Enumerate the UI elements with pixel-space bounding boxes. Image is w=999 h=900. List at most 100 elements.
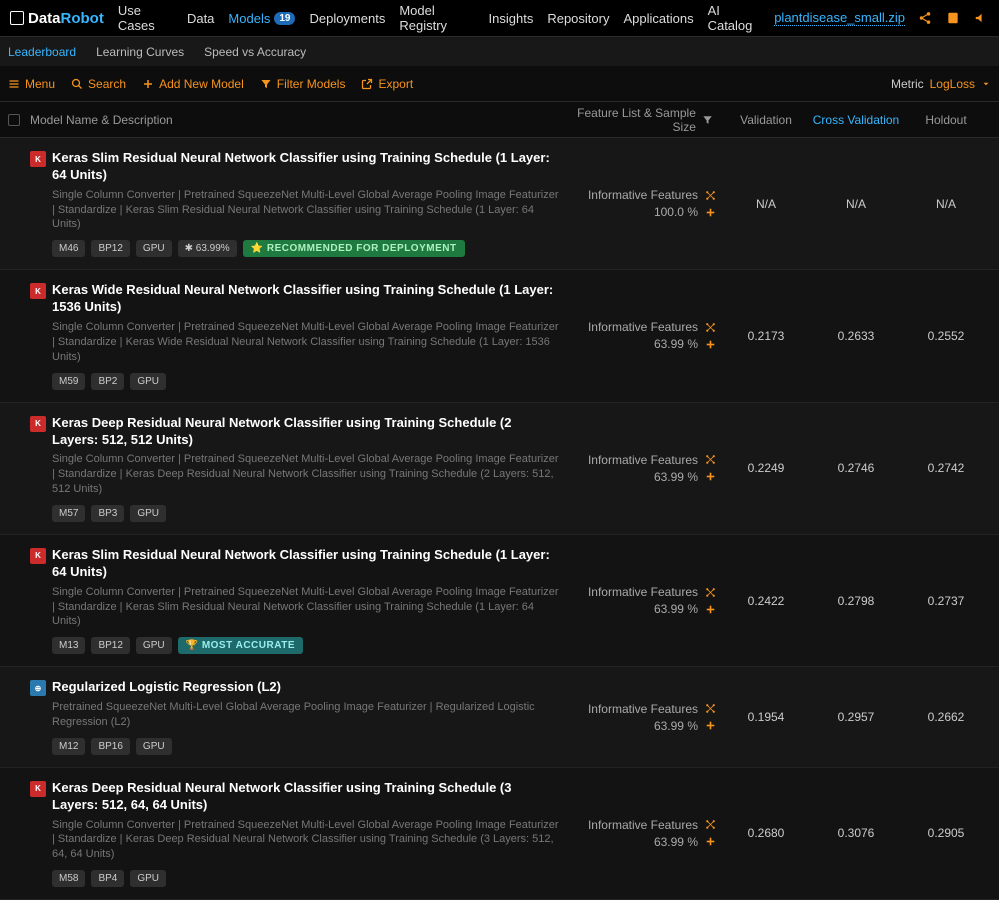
- nav-label: Models: [228, 11, 270, 26]
- nav-data[interactable]: Data: [187, 11, 214, 26]
- brand-part1: Data: [28, 10, 61, 27]
- feature-list-icon[interactable]: [704, 321, 717, 334]
- model-description: Single Column Converter | Pretrained Squ…: [52, 320, 561, 365]
- sample-size-pct: 63.99 %: [654, 337, 698, 351]
- nav-insights[interactable]: Insights: [489, 11, 534, 26]
- nav-label: Applications: [623, 11, 693, 26]
- metric-hold: 0.2742: [901, 415, 991, 522]
- model-tags: M13BP12GPU🏆 MOST ACCURATE: [52, 637, 561, 654]
- tab-learning-curves[interactable]: Learning Curves: [96, 45, 184, 59]
- feature-list-icon[interactable]: [704, 702, 717, 715]
- filter-models-button[interactable]: Filter Models: [260, 77, 346, 91]
- model-row[interactable]: ⊕Regularized Logistic Regression (L2)Pre…: [0, 667, 999, 768]
- col-validation-header[interactable]: Validation: [721, 113, 811, 127]
- tag: M57: [52, 505, 85, 522]
- feature-list-name: Informative Features: [588, 188, 698, 202]
- feature-list-icon[interactable]: [704, 586, 717, 599]
- share-icon[interactable]: [917, 10, 933, 26]
- search-button[interactable]: Search: [71, 77, 126, 91]
- menu-button[interactable]: Menu: [8, 77, 55, 91]
- feature-list-icon[interactable]: [704, 189, 717, 202]
- feature-list-name: Informative Features: [588, 585, 698, 599]
- feature-list-cell: Informative Features63.99 %: [561, 780, 721, 887]
- add-sample-icon[interactable]: [704, 338, 717, 351]
- nav-label: AI Catalog: [708, 3, 761, 33]
- add-sample-icon[interactable]: [704, 835, 717, 848]
- metric-val: 0.2249: [721, 415, 811, 522]
- nav-label: Model Registry: [399, 3, 474, 33]
- col-holdout-header[interactable]: Holdout: [901, 113, 991, 127]
- filter-label: Filter Models: [277, 77, 346, 91]
- metric-cv: 0.2633: [811, 282, 901, 389]
- add-sample-icon[interactable]: [704, 206, 717, 219]
- tab-speed-vs-accuracy[interactable]: Speed vs Accuracy: [204, 45, 306, 59]
- nav-label: Deployments: [309, 11, 385, 26]
- add-sample-icon[interactable]: [704, 603, 717, 616]
- nav-models[interactable]: Models 19: [228, 11, 295, 26]
- sample-size-pct: 63.99 %: [654, 835, 698, 849]
- add-model-button[interactable]: Add New Model: [142, 77, 244, 91]
- feature-list-cell: Informative Features100.0 %: [561, 150, 721, 257]
- model-type-icon: K: [30, 548, 46, 564]
- model-description: Single Column Converter | Pretrained Squ…: [52, 585, 561, 630]
- model-description: Single Column Converter | Pretrained Squ…: [52, 188, 561, 233]
- export-button[interactable]: Export: [361, 77, 413, 91]
- nav-right: plantdisease_small.zip: [774, 10, 989, 26]
- select-all-checkbox[interactable]: [8, 114, 20, 126]
- tag: GPU: [136, 637, 172, 654]
- tag: M46: [52, 240, 85, 257]
- col-name-header[interactable]: Model Name & Description: [30, 113, 561, 127]
- brand-logo[interactable]: DataRobot: [10, 10, 104, 27]
- notebook-icon[interactable]: [945, 10, 961, 26]
- tab-leaderboard[interactable]: Leaderboard: [8, 45, 76, 59]
- metric-picker[interactable]: Metric LogLoss: [891, 77, 991, 91]
- model-list: K Keras Slim Residual Neural Network Clas…: [0, 138, 999, 900]
- project-name[interactable]: plantdisease_small.zip: [774, 10, 905, 26]
- add-sample-icon[interactable]: [704, 470, 717, 483]
- add-sample-icon[interactable]: [704, 719, 717, 732]
- model-row[interactable]: KKeras Deep Residual Neural Network Clas…: [0, 403, 999, 535]
- model-tags: M59BP2GPU: [52, 373, 561, 390]
- brand-part2: Robot: [61, 10, 104, 27]
- nav-label: Use Cases: [118, 3, 173, 33]
- metric-hold: 0.2552: [901, 282, 991, 389]
- tag: BP12: [91, 240, 129, 257]
- sample-size-pct: 63.99 %: [654, 470, 698, 484]
- nav-use-cases[interactable]: Use Cases: [118, 3, 173, 33]
- metric-hold: N/A: [901, 150, 991, 257]
- toolbar: Menu Search Add New Model Filter Models …: [0, 66, 999, 102]
- feature-list-icon[interactable]: [704, 453, 717, 466]
- col-cv-header[interactable]: Cross Validation: [811, 113, 901, 127]
- sub-nav: Leaderboard Learning Curves Speed vs Accur…: [0, 36, 999, 66]
- feature-list-name: Informative Features: [588, 702, 698, 716]
- tag: GPU: [130, 870, 166, 887]
- model-tags: M57BP3GPU: [52, 505, 561, 522]
- nav-deployments[interactable]: Deployments: [309, 11, 385, 26]
- nav-repository[interactable]: Repository: [547, 11, 609, 26]
- col-feat-header[interactable]: Feature List & Sample Size: [561, 106, 721, 134]
- feature-list-icon[interactable]: [704, 818, 717, 831]
- model-row[interactable]: K Keras Slim Residual Neural Network Clas…: [0, 535, 999, 667]
- model-row[interactable]: KKeras Deep Residual Neural Network Clas…: [0, 768, 999, 900]
- model-title: Keras Slim Residual Neural Network Class…: [52, 547, 561, 581]
- feature-list-cell: Informative Features63.99 %: [561, 282, 721, 389]
- search-label: Search: [88, 77, 126, 91]
- model-row[interactable]: KKeras Slim Residual Neural Network Clas…: [0, 138, 999, 270]
- nav-applications[interactable]: Applications: [623, 11, 693, 26]
- nav-label: Data: [187, 11, 214, 26]
- announcement-icon[interactable]: [973, 10, 989, 26]
- tag: M12: [52, 738, 85, 755]
- model-row[interactable]: KKeras Wide Residual Neural Network Clas…: [0, 270, 999, 402]
- sample-size-pct: 63.99 %: [654, 719, 698, 733]
- model-tags: M58BP4GPU: [52, 870, 561, 887]
- metric-hold: 0.2905: [901, 780, 991, 887]
- top-nav: DataRobot Use CasesDataModels19Deploymen…: [0, 0, 999, 36]
- filter-icon[interactable]: [702, 114, 713, 126]
- nav-badge: 19: [274, 12, 295, 25]
- model-title: Regularized Logistic Regression (L2): [52, 679, 561, 696]
- nav-model-registry[interactable]: Model Registry: [399, 3, 474, 33]
- metric-cv: 0.2957: [811, 679, 901, 755]
- metric-hold: 0.2662: [901, 679, 991, 755]
- tag: BP2: [91, 373, 124, 390]
- nav-ai-catalog[interactable]: AI Catalog: [708, 3, 761, 33]
